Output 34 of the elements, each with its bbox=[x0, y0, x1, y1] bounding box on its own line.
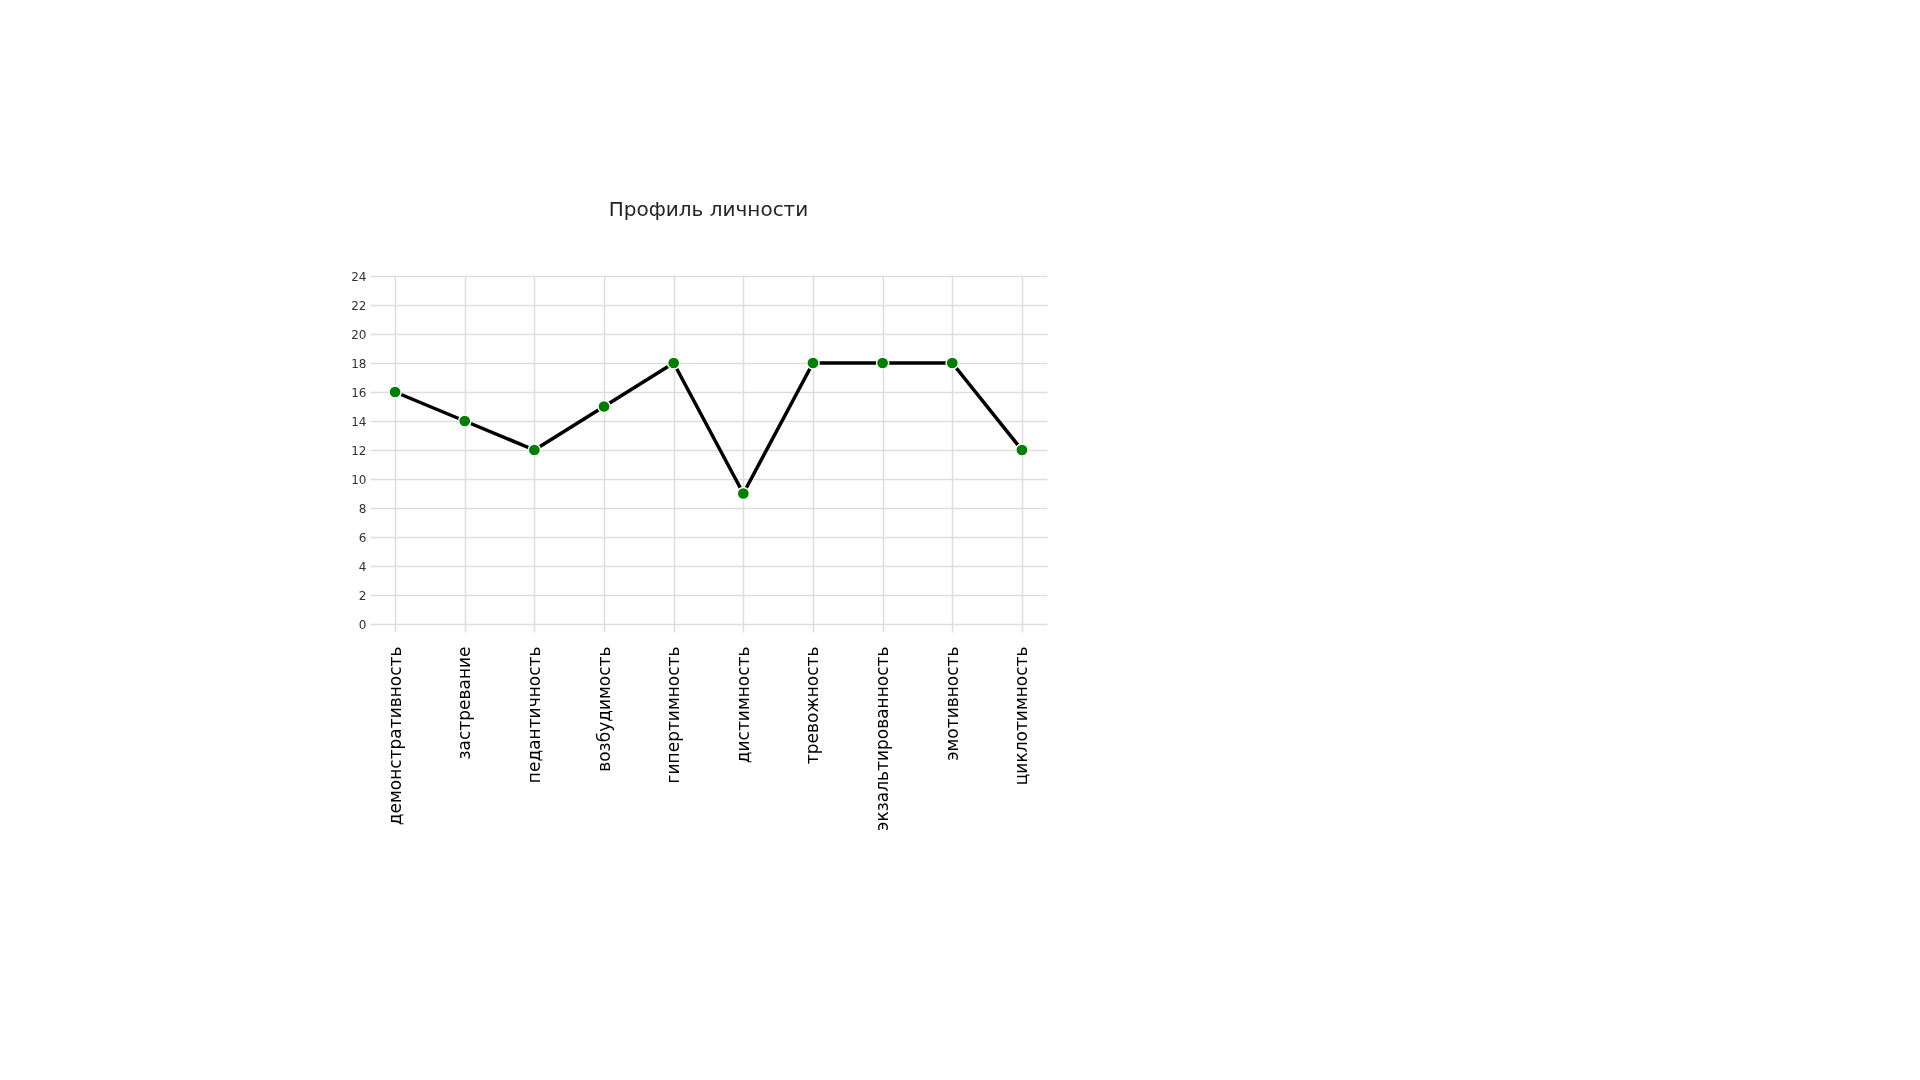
y-tick-label: 4 bbox=[358, 559, 367, 574]
y-tick-label: 16 bbox=[351, 385, 367, 400]
point bbox=[945, 356, 960, 370]
y-tick-label: 18 bbox=[351, 356, 367, 371]
y-tick-label: 24 bbox=[351, 269, 367, 284]
x-tick-label: экзальтированность bbox=[872, 646, 893, 831]
y-tick-label: 22 bbox=[351, 298, 367, 313]
chart-title: Профиль личности bbox=[608, 197, 809, 221]
y-tick-label: 6 bbox=[358, 530, 367, 545]
point bbox=[666, 356, 681, 370]
x-tick-label: тревожность bbox=[802, 646, 823, 765]
x-tick-label: возбудимость bbox=[593, 646, 614, 772]
y-tick-label: 14 bbox=[351, 414, 367, 429]
y-tick-label: 0 bbox=[358, 617, 367, 632]
point bbox=[457, 414, 472, 428]
y-tick-label: 2 bbox=[358, 588, 367, 603]
x-tick-label: циклотимность bbox=[1011, 646, 1032, 786]
x-tick-label: застревание bbox=[454, 646, 475, 760]
x-tick-label: демонстративность bbox=[384, 646, 405, 826]
y-tick-label: 8 bbox=[358, 501, 367, 516]
y-tick-label: 20 bbox=[351, 327, 367, 342]
x-tick-label: гипертимность bbox=[663, 646, 684, 784]
point bbox=[597, 399, 611, 414]
y-tick-label: 10 bbox=[351, 472, 367, 487]
point bbox=[527, 443, 542, 457]
x-tick-label: дистимность bbox=[732, 646, 753, 764]
point bbox=[388, 385, 402, 399]
point bbox=[806, 356, 820, 370]
x-tick-label: эмотивность bbox=[941, 646, 962, 761]
y-tick-label: 12 bbox=[351, 443, 367, 458]
point bbox=[875, 356, 890, 370]
point bbox=[1015, 443, 1029, 457]
point bbox=[736, 486, 751, 501]
x-tick-label: педантичность bbox=[523, 646, 544, 784]
